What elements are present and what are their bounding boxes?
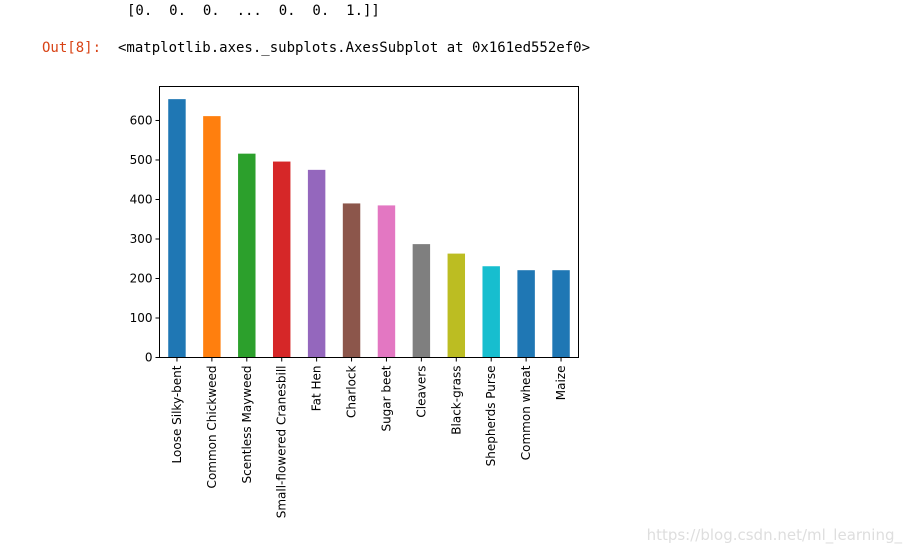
x-tick-label: Shepherds Purse — [484, 366, 498, 467]
y-tick-label: 400 — [130, 192, 153, 206]
x-tick-label: Common Chickweed — [205, 366, 219, 489]
x-tick-label: Scentless Mayweed — [240, 366, 254, 484]
array-output-text: [0. 0. 0. ... 0. 0. 1.]] — [127, 3, 380, 19]
repr-output-text: <matplotlib.axes._subplots.AxesSubplot a… — [118, 40, 591, 56]
bar-sugar-beet — [377, 205, 396, 358]
y-tick-label: 500 — [130, 153, 153, 167]
bar-shepherds-purse — [482, 266, 500, 358]
x-tick-label: Maize — [554, 366, 568, 401]
out-prompt: Out[8]: — [42, 40, 102, 56]
axes-frame — [159, 86, 579, 358]
y-tick-label: 100 — [130, 311, 153, 325]
x-tick-label: Sugar beet — [379, 365, 393, 431]
x-tick-label: Loose Silky-bent — [170, 365, 184, 463]
x-tick-label: Common wheat — [519, 365, 533, 460]
x-tick-label: Charlock — [345, 365, 359, 418]
bar-maize — [552, 270, 570, 358]
y-axis-ticks: 0 100 200 300 400 500 600 — [130, 113, 160, 365]
x-tick-label: Black-grass — [449, 365, 463, 434]
y-tick-label: 600 — [130, 113, 153, 127]
bar-charlock — [342, 203, 361, 358]
bar-common-chickweed — [203, 116, 221, 358]
bar-loose-silky-bent — [168, 99, 186, 358]
x-tick-label: Small-flowered Cranesbill — [275, 366, 289, 519]
bar-fat-hen — [307, 169, 326, 358]
bar-scentless-mayweed — [238, 153, 256, 358]
bar-cleavers — [412, 244, 431, 358]
bar-small-flowered-cranesbill — [272, 161, 291, 358]
y-tick-label: 300 — [130, 232, 153, 246]
watermark-text: https://blog.csdn.net/ml_learning_ — [646, 526, 902, 544]
bars-group — [168, 99, 570, 358]
y-tick-label: 200 — [130, 271, 153, 285]
x-tick-label: Cleavers — [414, 366, 428, 418]
bar-black-grass — [447, 253, 466, 358]
bar-common-wheat — [517, 270, 535, 358]
x-tick-label: Fat Hen — [310, 366, 324, 412]
y-tick-label: 0 — [145, 351, 153, 365]
x-axis-ticks: Loose Silky-bent Common Chickweed Scentles… — [170, 357, 568, 519]
